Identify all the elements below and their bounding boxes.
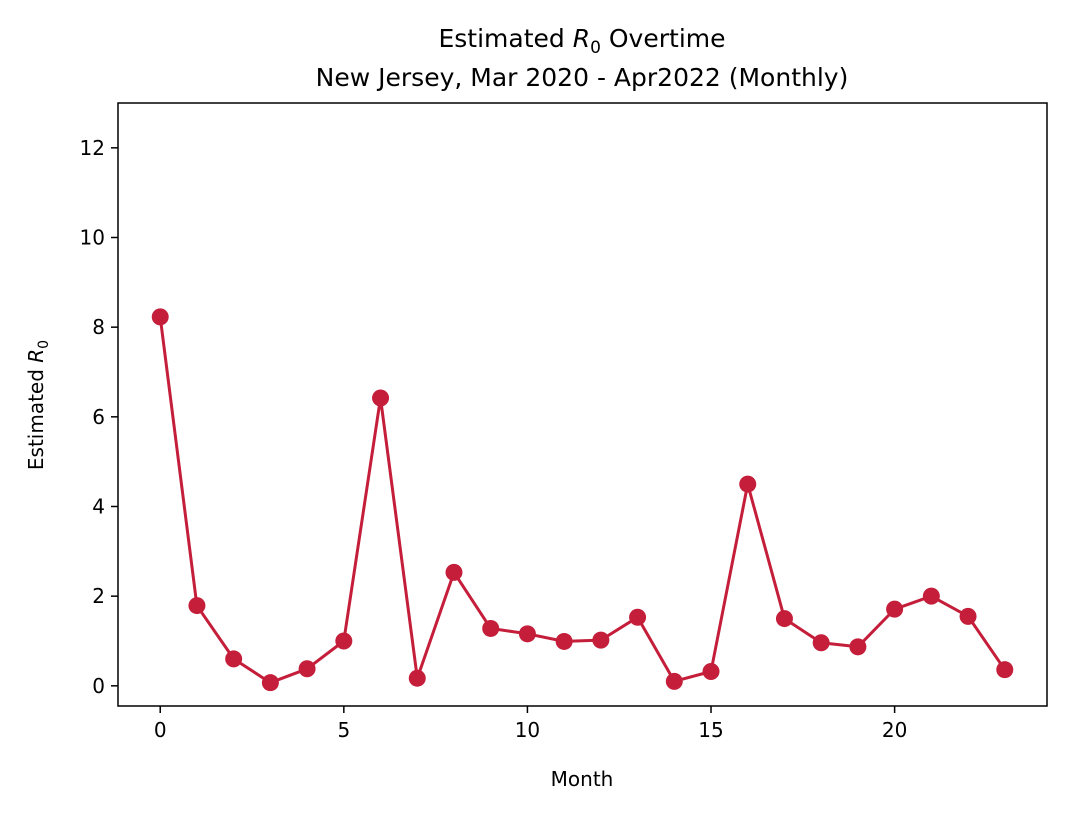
data-point [812, 634, 830, 652]
data-point [298, 660, 316, 678]
data-point [996, 661, 1014, 679]
y-tick-label: 2 [92, 584, 105, 608]
y-tick-label: 0 [92, 674, 105, 698]
data-point [886, 600, 904, 618]
data-point [775, 610, 793, 628]
y-tick-label: 8 [92, 315, 105, 339]
y-tick-label: 12 [80, 136, 105, 160]
data-point [629, 608, 647, 626]
data-point [959, 607, 977, 625]
data-point [518, 625, 536, 643]
y-tick-label: 4 [92, 494, 105, 518]
data-point [665, 672, 683, 690]
data-point [849, 638, 867, 656]
data-point [225, 650, 243, 668]
x-tick-label: 0 [154, 718, 167, 742]
x-tick-label: 10 [515, 718, 540, 742]
data-point [188, 597, 206, 615]
y-axis-label: Estimated R0 [24, 340, 52, 470]
data-point [592, 631, 610, 649]
chart-title-line2: New Jersey, Mar 2020 - Apr2022 (Monthly) [316, 63, 849, 92]
data-point [335, 632, 353, 650]
data-point [151, 308, 169, 326]
data-point [408, 669, 426, 687]
chart-title-line1: Estimated R0 Overtime [438, 24, 725, 58]
x-tick-label: 15 [698, 718, 723, 742]
data-point [372, 389, 390, 407]
data-point [739, 475, 757, 493]
y-tick-label: 6 [92, 405, 105, 429]
x-axis-label: Month [551, 767, 614, 791]
data-point [482, 619, 500, 637]
x-tick-label: 5 [337, 718, 350, 742]
data-point [702, 662, 720, 680]
data-point [445, 563, 463, 581]
x-tick-label: 20 [882, 718, 907, 742]
data-point [261, 674, 279, 692]
plot-area: 0 5 10 15 20 0 2 4 6 8 10 12 [80, 136, 1014, 742]
data-point [922, 587, 940, 605]
plot-frame [117, 102, 1048, 707]
y-tick-label: 10 [80, 225, 105, 249]
data-point [555, 632, 573, 650]
